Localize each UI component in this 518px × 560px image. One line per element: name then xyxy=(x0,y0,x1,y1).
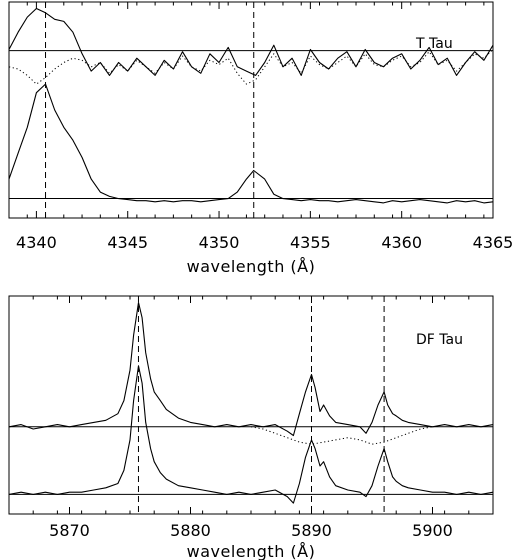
x-axis-title: wavelength (Å) xyxy=(187,542,316,560)
x-tick-label: 4350 xyxy=(199,233,240,252)
spectrum-series-2 xyxy=(8,49,494,85)
x-tick-label: 4345 xyxy=(107,233,148,252)
star-label: T Tau xyxy=(415,36,453,52)
x-axis-title: wavelength (Å) xyxy=(187,257,316,276)
spectrum-series-3 xyxy=(8,83,494,204)
x-tick-label: 5890 xyxy=(291,521,332,540)
x-tick-label: 5880 xyxy=(170,521,211,540)
x-tick-label: 4365 xyxy=(473,233,514,252)
t-tau-panel: 4340 4345 4350 4355 4360 4365 wavelength (Å) T … xyxy=(8,1,514,276)
x-tick-label: 4360 xyxy=(381,233,422,252)
plot-frame xyxy=(8,295,494,515)
x-tick-label: 5870 xyxy=(49,521,90,540)
x-tick-label: 5900 xyxy=(412,521,453,540)
spectrum-series-1 xyxy=(8,7,494,76)
spectrum-series-1 xyxy=(8,301,494,437)
spectrum-series-2 xyxy=(250,426,433,445)
x-tick-label: 4355 xyxy=(290,233,331,252)
plot-frame xyxy=(8,1,494,219)
df-tau-panel: 5870 5880 5890 5900 wavelength (Å) DF Tau xyxy=(8,295,494,560)
spectrum-series-3 xyxy=(8,365,494,504)
x-tick-label: 4340 xyxy=(16,233,57,252)
star-label: DF Tau xyxy=(416,332,463,348)
